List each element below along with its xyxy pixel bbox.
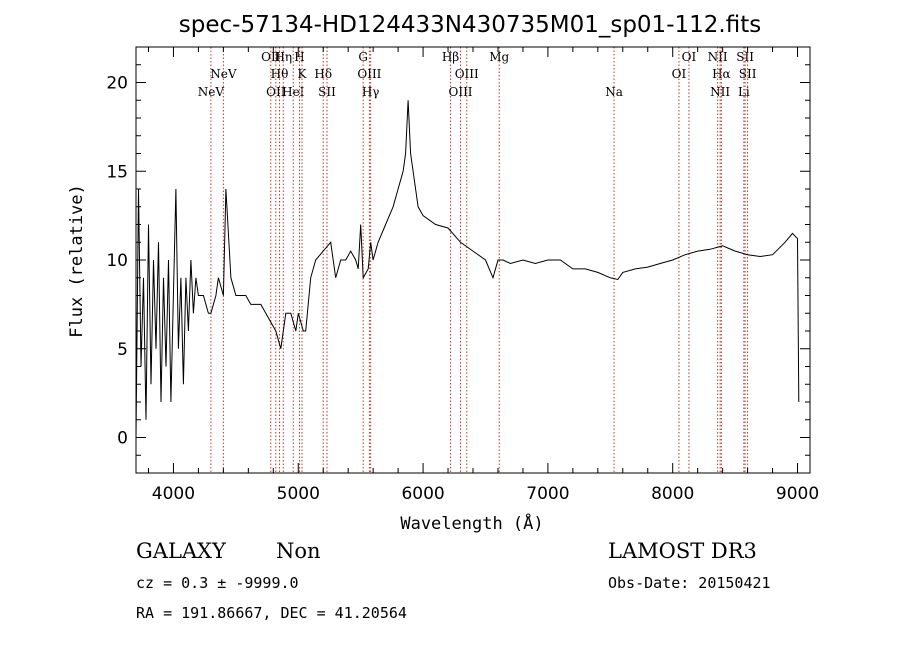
spectral-line-label: NII: [708, 50, 728, 64]
spectral-line-label: SII: [739, 67, 757, 81]
x-axis-label: Wavelength (Å): [400, 512, 543, 534]
spectral-line-label: OIII: [455, 67, 479, 81]
x-tick-label: 7000: [526, 484, 569, 504]
y-tick-label: 15: [106, 162, 128, 182]
coords-text: RA = 191.86667, DEC = 41.20564: [136, 604, 407, 622]
spectral-line-label: SII: [736, 50, 754, 64]
spectral-line-label: NII: [710, 85, 730, 99]
spectral-line-label: Hδ: [314, 67, 332, 81]
spectral-line-label: NeV: [210, 67, 237, 81]
y-tick-label: 10: [106, 251, 128, 271]
spectral-line-label: SII: [318, 85, 336, 99]
x-tick-label: 5000: [277, 484, 320, 504]
x-tick-label: 8000: [651, 484, 694, 504]
spectral-line-label: Hθ: [271, 67, 289, 81]
survey-name: LAMOST DR3: [608, 539, 757, 563]
spectral-line-label: Hγ: [362, 85, 380, 99]
object-class: GALAXY: [136, 539, 227, 563]
spectral-line-label: Mg: [489, 50, 509, 64]
spectral-line-label: OI: [682, 50, 697, 64]
object-subclass: Non: [276, 539, 321, 563]
y-tick-label: 0: [117, 429, 128, 449]
spectral-line-label: OIII: [448, 85, 472, 99]
spectral-line-label: Hβ: [442, 50, 459, 64]
spectrum-line: [135, 100, 800, 438]
spectral-line-label: Hη: [274, 50, 292, 64]
spectral-line-label: OII: [261, 50, 281, 64]
y-tick-label: 5: [117, 340, 128, 360]
x-tick-label: 9000: [776, 484, 819, 504]
spectral-line-label: Hα: [712, 67, 731, 81]
chart-title: spec-57134-HD124433N430735M01_sp01-112.f…: [179, 12, 761, 38]
spectral-line-label: HeI: [282, 85, 305, 99]
spectral-line-label: OI: [672, 67, 687, 81]
x-tick-label: 4000: [152, 484, 195, 504]
redshift-text: cz = 0.3 ± -9999.0: [136, 574, 299, 592]
spectral-line-label: G: [358, 50, 368, 64]
spectral-line-label: Li: [738, 85, 750, 99]
spectral-line-label: Na: [605, 85, 623, 99]
spectral-line-label: K: [298, 67, 308, 81]
spectral-line-label: OIII: [357, 67, 381, 81]
plot-frame: [135, 46, 811, 474]
x-tick-label: 6000: [401, 484, 444, 504]
spectral-line-label: NeV: [198, 85, 225, 99]
y-axis-label: Flux (relative): [67, 184, 87, 338]
y-tick-label: 20: [106, 74, 128, 94]
obs-date-text: Obs-Date: 20150421: [608, 574, 771, 592]
spectral-line-label: OII: [266, 85, 286, 99]
spectral-line-label: H: [294, 50, 304, 64]
